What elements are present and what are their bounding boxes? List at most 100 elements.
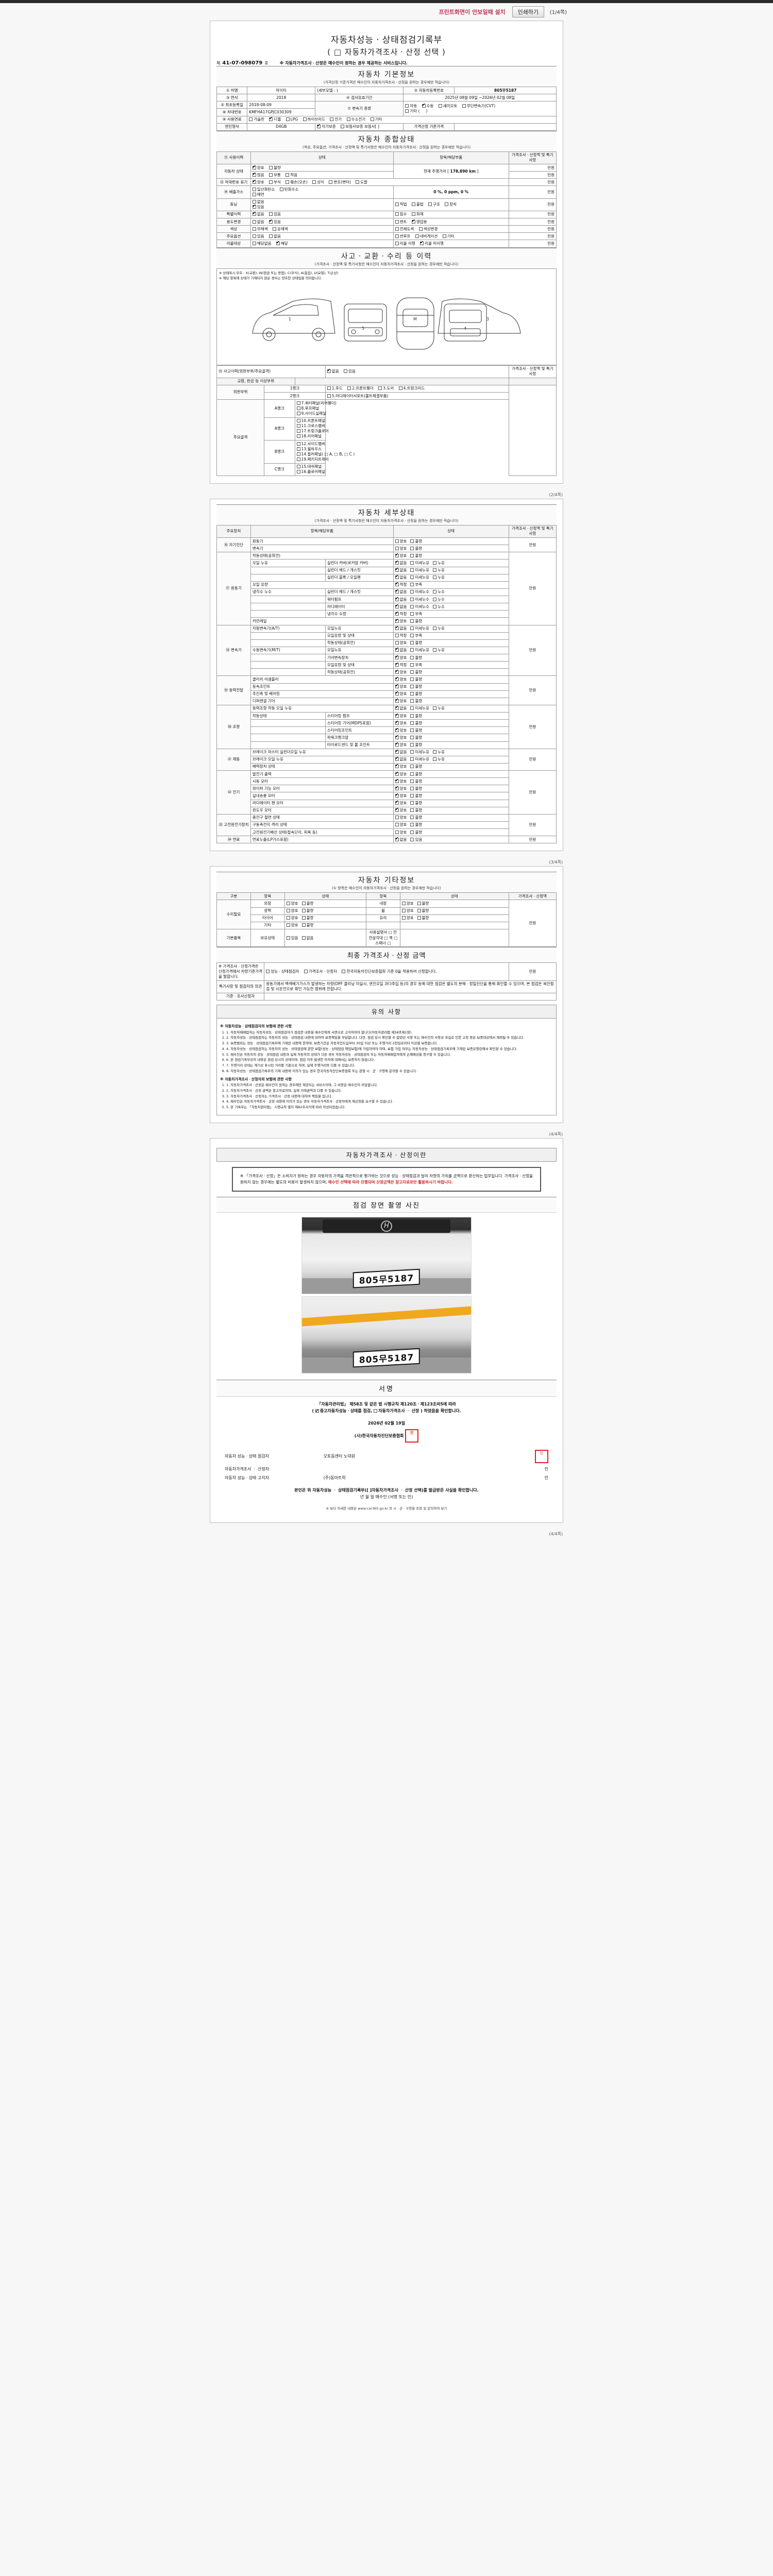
opt-d2-1-1[interactable]: 부족 [410, 633, 422, 638]
opt-d5-2-1[interactable]: 불량 [410, 764, 422, 769]
opt-commercial[interactable]: 영업용 [411, 218, 427, 225]
opt-d6-2-1[interactable]: 불량 [410, 786, 422, 791]
opt-cross-member[interactable]: 11.크로스멤버 [296, 423, 325, 429]
opt-d1-9-1[interactable]: 불량 [410, 619, 422, 624]
opt-d8-0-1[interactable]: 있음 [410, 837, 422, 842]
opt-d5-1-2[interactable]: 누유 [433, 757, 445, 762]
opt-usage-yes[interactable]: 있음 [269, 218, 281, 225]
checkbox-icon[interactable] [395, 763, 399, 769]
opt-d1-6-1[interactable]: 미세누수 [410, 597, 429, 602]
opt-rear-panel[interactable]: 18.리어패널 [296, 434, 322, 439]
opt-e0-0[interactable]: 양호 [286, 901, 298, 906]
opt-accident-none[interactable]: 없음 [327, 368, 339, 374]
checkbox-icon[interactable] [410, 648, 414, 652]
opt-d1-9-0[interactable]: 양호 [395, 618, 407, 624]
checkbox-icon[interactable] [417, 901, 421, 905]
opt-trans-semiauto[interactable]: 세미오토 [438, 104, 457, 109]
opt-d2-3-1[interactable]: 미세누유 [410, 648, 429, 653]
checkbox-icon[interactable] [410, 721, 414, 725]
opt-d4-5-0[interactable]: 양호 [395, 741, 407, 748]
opt-color-chromatic[interactable]: 유채색 [272, 227, 288, 232]
opt-price-performance[interactable]: 성능ㆍ상태점검자 [266, 969, 299, 974]
checkbox-icon[interactable] [433, 648, 437, 652]
checkbox-icon[interactable] [410, 772, 414, 776]
checkbox-icon[interactable] [395, 539, 399, 543]
checkbox-icon[interactable] [286, 936, 290, 940]
opt-price-assessor[interactable]: 가격조사ㆍ산정자 [304, 969, 337, 974]
opt-e4-1[interactable]: 없음 [301, 936, 313, 941]
checkbox-icon[interactable] [433, 706, 437, 710]
opt-color-achromatic[interactable]: 무채색 [252, 227, 268, 232]
opt-roof-panel[interactable]: 8.루프패널 [296, 406, 319, 411]
checkbox-icon[interactable] [410, 685, 414, 688]
opt-trans-manual[interactable]: 수동 [422, 103, 433, 109]
opt-d1-8-1[interactable]: 부족 [410, 612, 422, 617]
opt-special-yes[interactable]: 있음 [269, 212, 281, 217]
opt-d1-1-2[interactable]: 누유 [433, 561, 445, 566]
opt-d4-0-2[interactable]: 누유 [433, 706, 445, 711]
checkbox-icon[interactable] [395, 552, 399, 558]
checkbox-icon[interactable] [395, 741, 399, 747]
opt-warranty-self[interactable]: 자가보증 [317, 123, 336, 129]
front-view-photo[interactable]: H 805무5187 [301, 1216, 472, 1294]
opt-e20-0[interactable]: 양호 [401, 901, 414, 906]
opt-e3-0[interactable]: 양호 [286, 923, 298, 928]
opt-d1-2-1[interactable]: 미세누유 [410, 568, 429, 573]
checkbox-icon[interactable] [395, 792, 399, 798]
checkbox-icon[interactable] [395, 756, 399, 761]
opt-e22-0[interactable]: 양호 [401, 916, 414, 921]
opt-side-sill[interactable]: 9.사이드실패널 [296, 411, 326, 416]
opt-tuning-device[interactable]: 장치 [445, 202, 457, 207]
opt-fuel-hybrid[interactable]: 하이브리드 [303, 117, 325, 122]
opt-d1-0-0[interactable]: 양호 [395, 552, 407, 558]
opt-d4-0-1[interactable]: 미세누유 [410, 706, 429, 711]
opt-emis-hc[interactable]: 탄화수소 [279, 187, 298, 192]
opt-odo-few[interactable]: 적음 [285, 173, 297, 178]
checkbox-icon[interactable] [395, 654, 399, 659]
opt-e2-0[interactable]: 양호 [286, 916, 298, 921]
opt-d1-1-0[interactable]: 없음 [395, 560, 407, 566]
opt-d4-3-1[interactable]: 불량 [410, 728, 422, 733]
opt-d6-1-0[interactable]: 양호 [395, 778, 407, 784]
checkbox-icon[interactable] [410, 765, 414, 769]
checkbox-icon[interactable] [395, 560, 399, 565]
opt-d1-5-1[interactable]: 미세누수 [410, 589, 429, 595]
opt-d1-7-1[interactable]: 미세누수 [410, 604, 429, 609]
checkbox-icon[interactable] [401, 901, 406, 905]
checkbox-icon[interactable] [395, 800, 399, 805]
opt-flood[interactable]: 침수 [395, 212, 407, 217]
opt-d3-3-1[interactable]: 불량 [410, 699, 422, 704]
opt-hood[interactable]: 1.후드 [327, 386, 343, 391]
checkbox-icon[interactable] [395, 816, 399, 820]
checkbox-icon[interactable] [395, 567, 399, 572]
opt-d5-1-1[interactable]: 미세누유 [410, 757, 429, 762]
opt-d6-4-0[interactable]: 양호 [395, 800, 407, 806]
opt-price-assoc[interactable]: 한국자동차진단보증협회 기준 0을 적용하여 산정합니다. [342, 969, 437, 974]
opt-d6-0-0[interactable]: 양호 [395, 771, 407, 777]
checkbox-icon[interactable] [410, 634, 414, 638]
checkbox-icon[interactable] [395, 683, 399, 689]
checkbox-icon[interactable] [395, 546, 399, 550]
checkbox-icon[interactable] [395, 662, 399, 667]
opt-d4-4-1[interactable]: 불량 [410, 735, 422, 740]
checkbox-icon[interactable] [410, 561, 414, 565]
opt-d1-7-2[interactable]: 누수 [433, 604, 445, 609]
opt-usage-none[interactable]: 없음 [252, 219, 264, 225]
opt-tuning-structure[interactable]: 구조 [428, 202, 440, 207]
opt-d3-2-1[interactable]: 불량 [410, 691, 422, 697]
opt-color-change[interactable]: 색상변경 [418, 227, 438, 232]
checkbox-icon[interactable] [410, 801, 414, 805]
opt-d1-1-1[interactable]: 미세누유 [410, 561, 429, 566]
checkbox-icon[interactable] [410, 568, 414, 572]
checkbox-icon[interactable] [395, 785, 399, 791]
opt-fuel-lpg[interactable]: LPG [285, 117, 298, 122]
opt-d1-3-1[interactable]: 미세누유 [410, 575, 429, 580]
checkbox-icon[interactable] [433, 590, 437, 594]
checkbox-icon[interactable] [410, 546, 414, 550]
opt-tuning-yes[interactable]: 있음 [252, 204, 264, 210]
checkbox-icon[interactable] [410, 670, 414, 674]
opt-d6-2-0[interactable]: 양호 [395, 785, 407, 791]
opt-d1-6-2[interactable]: 누수 [433, 597, 445, 602]
checkbox-icon[interactable] [410, 735, 414, 739]
checkbox-icon[interactable] [433, 561, 437, 565]
